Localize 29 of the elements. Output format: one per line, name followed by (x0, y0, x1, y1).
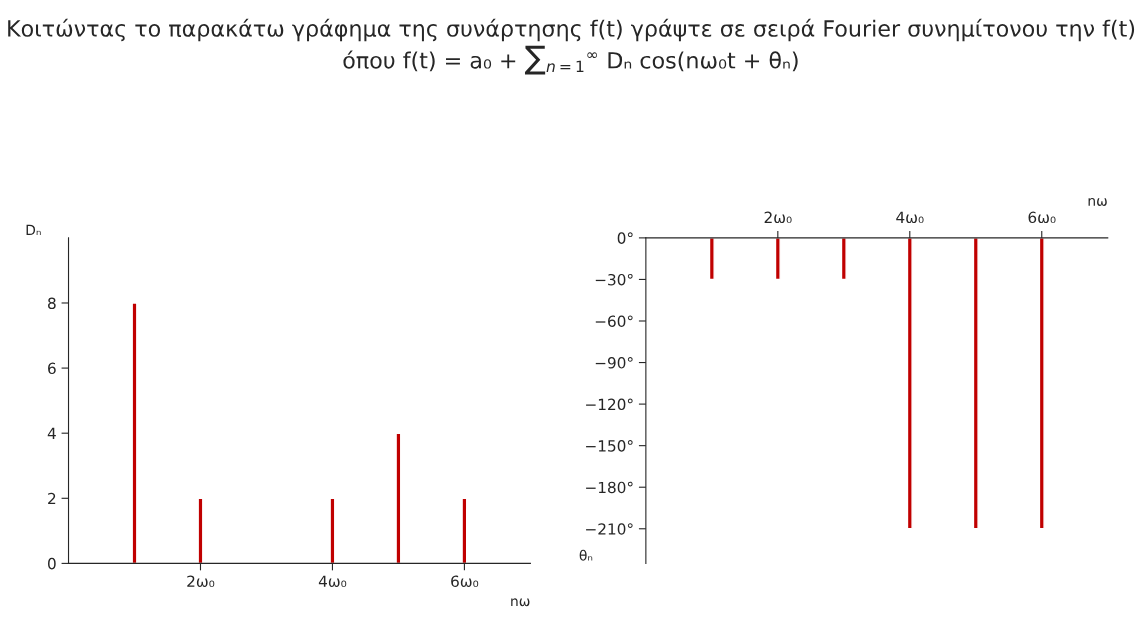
y-tick-label: 4 (47, 427, 56, 439)
x-tick-label: 6ω₀ (1028, 211, 1056, 224)
y-tick-label: 0 (48, 557, 56, 570)
y-tick-label: −120° (586, 398, 633, 411)
bar (131, 302, 138, 564)
y-tick-label: 8 (48, 297, 56, 310)
x-tick-label: 6ω₀ (451, 575, 479, 588)
y-tick-label: 6 (48, 362, 56, 375)
y-tick-label: 0° (617, 232, 633, 244)
x-tick-label: 2ω₀ (764, 211, 792, 224)
bar (395, 432, 402, 564)
y-tick-label: −210° (586, 523, 633, 535)
y-axis-title: θₙ (579, 549, 593, 561)
y-tick-label: −30° (595, 273, 633, 286)
y-axis-title: Dₙ (26, 224, 41, 236)
bar (197, 497, 204, 564)
x-axis-title: nω (1088, 197, 1107, 206)
y-tick-label: −90° (595, 357, 633, 369)
y-tick-label: 2 (48, 492, 56, 505)
chart-title: Κοιτώντας το παρακάτω γράφημα της συνάρτησης f(t) γράψτε σε σειρά Fourier συνημίτονου την f(t) όπου f(t) = a₀ + ∑$_{n=1}$$^{∞}$ Dₙ cos(nω₀t + θₙ) (8, 18, 1135, 75)
bar (461, 497, 468, 564)
x-tick-label: 2ω₀ (187, 575, 215, 588)
x-tick-label: 4ω₀ (318, 575, 347, 588)
y-tick-label: −60° (595, 315, 633, 328)
y-tick-label: −180° (586, 481, 633, 494)
y-tick-label: −150° (586, 440, 633, 452)
x-tick-label: 4ω₀ (896, 211, 924, 224)
x-axis-title: nω (511, 598, 530, 607)
bar (329, 497, 336, 564)
